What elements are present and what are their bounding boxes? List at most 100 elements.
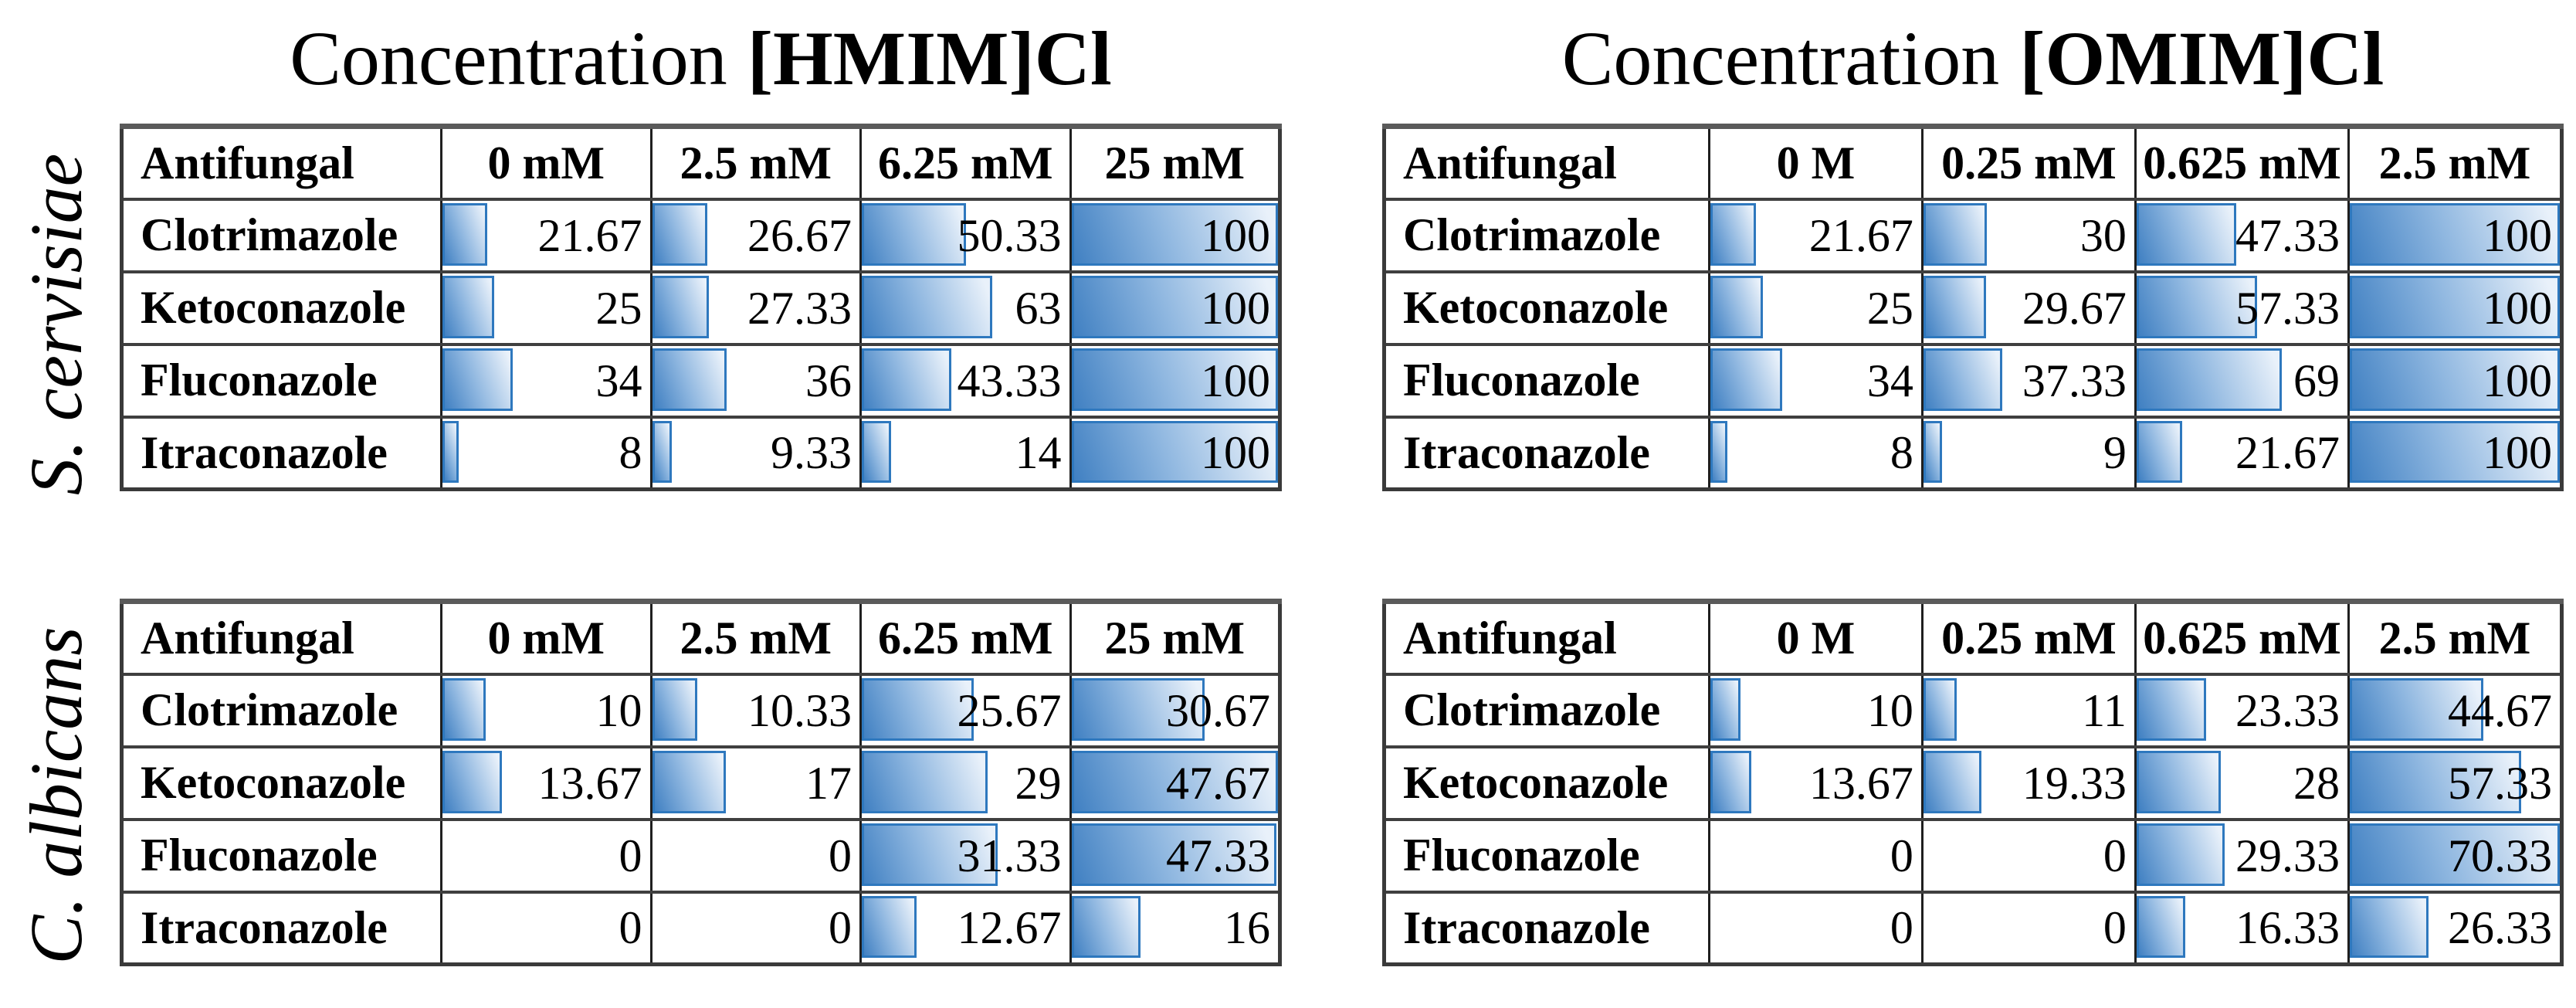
table-row-fluconazole: Fluconazole 0 0 31.33 47.33 xyxy=(120,818,1281,893)
value-cell: 30 xyxy=(1920,198,2137,273)
table-row-clotrimazole: Clotrimazole 21.67 26.67 50.33 100 xyxy=(120,198,1281,273)
header-row: Antifungal 0 mM 2.5 mM 6.25 mM 25 mM xyxy=(120,125,1281,200)
data-bar xyxy=(1072,895,1141,958)
row-label: Clotrimazole xyxy=(1383,673,1710,748)
value-cell: 37.33 xyxy=(1920,343,2137,418)
value-cell: 11 xyxy=(1920,673,2137,748)
cell-value: 27.33 xyxy=(747,282,852,334)
value-cell: 21.67 xyxy=(2134,416,2350,490)
data-bar xyxy=(1924,420,1943,483)
antifungal-table-p1-top: Antifungal 0 M 0.25 mM 0.625 mM 2.5 mM Clotri… xyxy=(1382,124,2564,491)
cell-value: 70.33 xyxy=(2448,830,2552,881)
value-cell: 12.67 xyxy=(859,891,1072,966)
data-bar xyxy=(1711,750,1751,813)
cell-value: 25 xyxy=(595,282,642,334)
cell-value: 10 xyxy=(595,684,642,736)
data-bar xyxy=(1924,202,1987,266)
data-bar xyxy=(1072,750,1278,813)
cell-value: 50.33 xyxy=(957,209,1062,261)
cell-value: 30 xyxy=(2079,209,2127,261)
value-cell: 43.33 xyxy=(859,343,1072,418)
column-header-concentration: 0.25 mM xyxy=(1920,125,2137,200)
cell-value: 0 xyxy=(619,902,642,954)
column-header-concentration: 2.5 mM xyxy=(649,125,862,200)
data-bar xyxy=(2137,202,2237,266)
table-row-clotrimazole: Clotrimazole 10 11 23.33 44.67 xyxy=(1383,673,2564,748)
data-bar xyxy=(863,823,998,886)
table-row-itraconazole: Itraconazole 8 9 21.67 100 xyxy=(1383,416,2564,490)
cell-value: 26.33 xyxy=(2448,902,2552,954)
data-bar xyxy=(443,275,495,338)
cell-value: 16 xyxy=(1224,902,1270,954)
value-cell: 100 xyxy=(1069,416,1281,490)
data-bar xyxy=(1072,677,1205,741)
cell-value: 44.67 xyxy=(2448,684,2552,736)
value-cell: 21.67 xyxy=(440,198,652,273)
column-header-concentration: 6.25 mM xyxy=(859,125,1072,200)
row-label: Itraconazole xyxy=(120,416,442,490)
value-cell: 100 xyxy=(2347,416,2564,490)
value-cell: 13.67 xyxy=(1707,745,1924,820)
value-cell: 26.33 xyxy=(2347,891,2564,966)
value-cell: 19.33 xyxy=(1920,745,2137,820)
column-header-concentration: 25 mM xyxy=(1069,600,1281,675)
data-bar xyxy=(1924,750,1981,813)
cell-value: 47.33 xyxy=(2235,209,2340,261)
value-cell: 47.67 xyxy=(1069,745,1281,820)
value-cell: 100 xyxy=(2347,270,2564,345)
cell-value: 0 xyxy=(829,902,852,954)
cell-value: 29 xyxy=(1015,757,1062,809)
data-bar xyxy=(1072,202,1278,266)
value-cell: 100 xyxy=(1069,343,1281,418)
table-row-ketoconazole: Ketoconazole 13.67 17 29 47.67 xyxy=(120,745,1281,820)
value-cell: 21.67 xyxy=(1707,198,1924,273)
data-bar xyxy=(2351,823,2560,886)
cell-value: 57.33 xyxy=(2448,757,2552,809)
cell-value: 10 xyxy=(1866,684,1913,736)
table-slot-omim-c-albicans: Antifungal 0 M 0.25 mM 0.625 mM 2.5 mM Clotri… xyxy=(1382,599,2564,966)
value-cell: 0 xyxy=(440,891,652,966)
cell-value: 21.67 xyxy=(1808,209,1913,261)
cell-value: 100 xyxy=(1201,209,1270,261)
value-cell: 17 xyxy=(649,745,862,820)
value-cell: 29 xyxy=(859,745,1072,820)
column-header-concentration: 2.5 mM xyxy=(2347,125,2564,200)
row-label: Clotrimazole xyxy=(120,673,442,748)
value-cell: 0 xyxy=(1920,818,2137,893)
value-cell: 0 xyxy=(649,891,862,966)
column-header-concentration: 0 mM xyxy=(440,125,652,200)
value-cell: 57.33 xyxy=(2347,745,2564,820)
data-bar xyxy=(1711,202,1757,266)
data-bar xyxy=(2137,895,2186,958)
row-label: Clotrimazole xyxy=(120,198,442,273)
data-bar xyxy=(652,420,672,483)
value-cell: 29.67 xyxy=(1920,270,2137,345)
row-label: Clotrimazole xyxy=(1383,198,1710,273)
value-cell: 27.33 xyxy=(649,270,862,345)
cell-value: 21.67 xyxy=(2235,427,2340,479)
data-bar xyxy=(1924,677,1957,741)
data-bar xyxy=(2351,202,2560,266)
column-header-concentration: 2.5 mM xyxy=(649,600,862,675)
value-cell: 25 xyxy=(440,270,652,345)
data-bar xyxy=(1711,420,1727,483)
value-cell: 14 xyxy=(859,416,1072,490)
data-bar xyxy=(1924,348,2002,411)
table-slot-hmim-c-albicans: Antifungal 0 mM 2.5 mM 6.25 mM 25 mM Clotrima… xyxy=(120,599,1282,966)
cell-value: 100 xyxy=(2483,282,2552,334)
data-bar xyxy=(1072,823,1277,886)
organism-label-s-cervisiae: S. cervisiae xyxy=(14,153,97,496)
antifungal-table-p1-bottom: Antifungal 0 M 0.25 mM 0.625 mM 2.5 mM Clotri… xyxy=(1382,599,2564,966)
cell-value: 17 xyxy=(805,757,852,809)
row-label: Ketoconazole xyxy=(120,270,442,345)
data-bar xyxy=(1711,275,1764,338)
data-bar xyxy=(1072,348,1278,411)
antifungal-table-p0-bottom: Antifungal 0 mM 2.5 mM 6.25 mM 25 mM Clotrima… xyxy=(120,599,1282,966)
row-label: Ketoconazole xyxy=(120,745,442,820)
cell-value: 100 xyxy=(1201,282,1270,334)
cell-value: 29.67 xyxy=(2022,282,2127,334)
antifungal-table-p0-top: Antifungal 0 mM 2.5 mM 6.25 mM 25 mM Clotrima… xyxy=(120,124,1282,491)
cell-value: 8 xyxy=(619,427,642,479)
cell-value: 100 xyxy=(2483,209,2552,261)
cell-value: 28 xyxy=(2293,757,2340,809)
